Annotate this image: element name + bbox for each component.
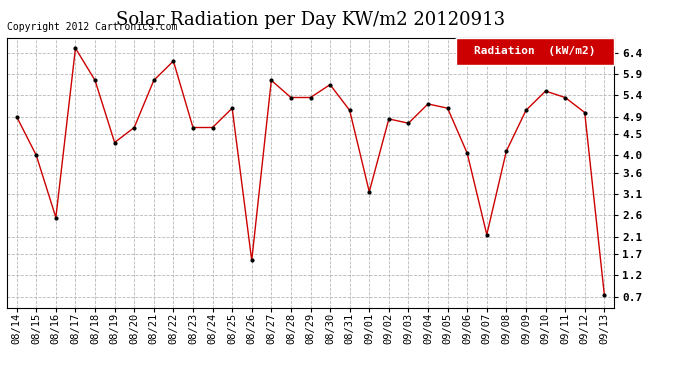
Text: Solar Radiation per Day KW/m2 20120913: Solar Radiation per Day KW/m2 20120913 (116, 11, 505, 29)
Text: Copyright 2012 Cartronics.com: Copyright 2012 Cartronics.com (7, 22, 177, 32)
